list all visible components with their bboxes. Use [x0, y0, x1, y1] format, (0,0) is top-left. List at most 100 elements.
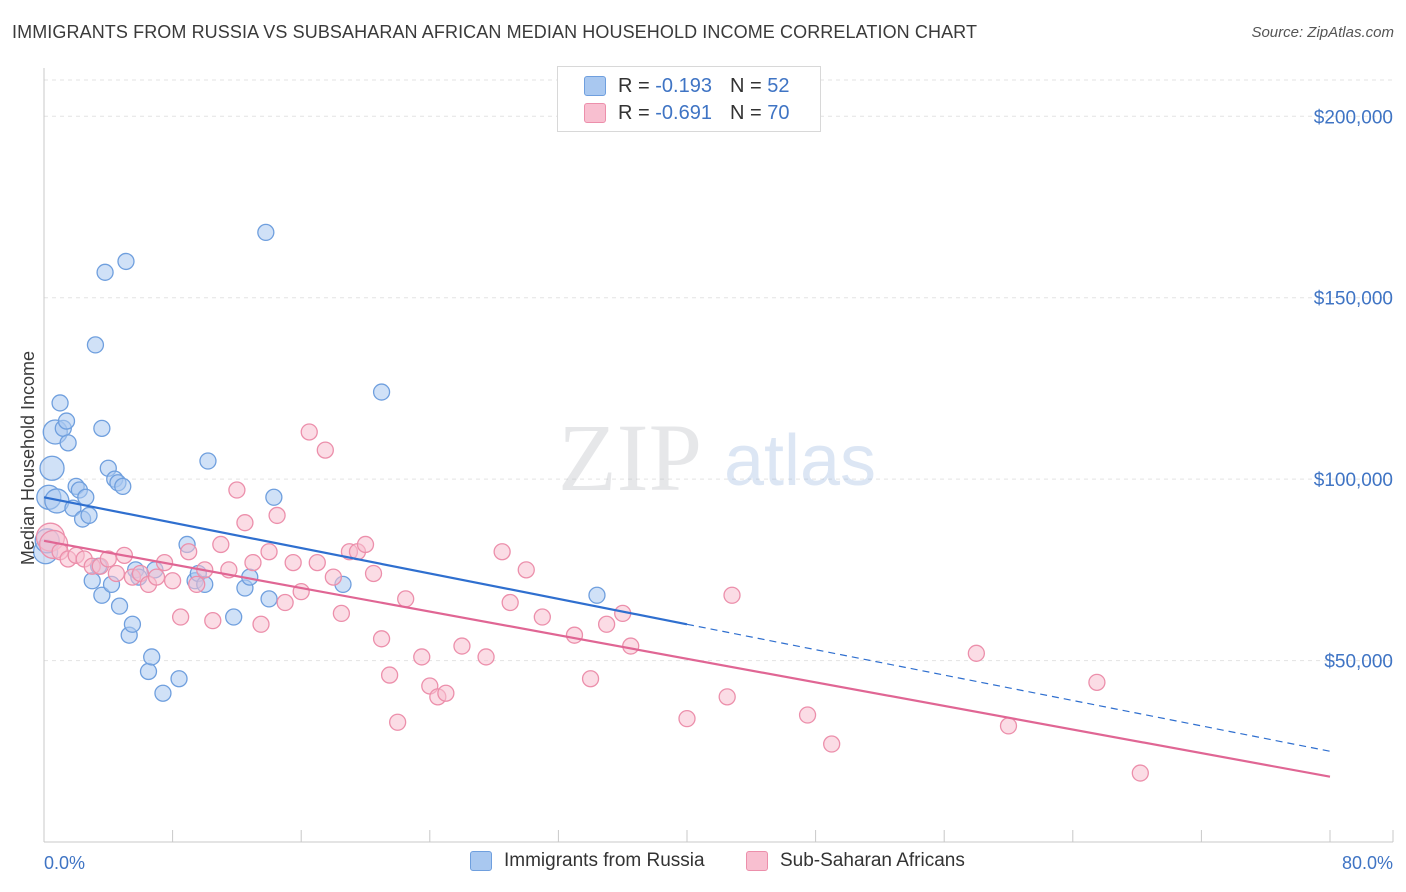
- point-africans: [380, 666, 399, 684]
- point-africans: [1088, 673, 1106, 691]
- point-africans: [388, 713, 407, 731]
- point-russia: [372, 383, 391, 401]
- point-africans: [501, 593, 519, 612]
- point-africans: [228, 481, 246, 499]
- legend-swatch-africans: [584, 103, 606, 123]
- y-tick-label: $200,000: [1314, 107, 1393, 128]
- x-tick-label-min: 0.0%: [44, 853, 85, 873]
- point-africans: [252, 615, 270, 633]
- point-russia: [257, 223, 275, 242]
- point-africans: [300, 423, 318, 441]
- trend-lines: [43, 496, 1331, 778]
- n-value: 52: [767, 74, 790, 97]
- r-label: R =: [618, 101, 650, 124]
- y-tick-label: $50,000: [1324, 652, 1393, 673]
- source-label: Source: ZipAtlas.com: [1251, 24, 1394, 41]
- point-russia: [86, 336, 105, 354]
- point-africans: [147, 568, 166, 586]
- point-russia: [588, 586, 606, 604]
- point-russia: [225, 608, 243, 626]
- legend-item-russia[interactable]: Immigrants from Russia: [470, 850, 705, 872]
- point-africans: [316, 441, 334, 459]
- tick-labels: $50,000 $100,000 $150,000 $200,000 0.0% 80.0%: [44, 107, 1393, 873]
- point-africans: [276, 593, 294, 612]
- point-africans: [188, 575, 206, 594]
- point-russia: [80, 506, 98, 525]
- point-africans: [581, 670, 600, 688]
- trend-line-africans: [43, 539, 1331, 778]
- point-russia: [96, 263, 114, 281]
- point-africans: [212, 535, 230, 554]
- point-africans: [308, 553, 326, 572]
- point-russia: [93, 419, 111, 437]
- point-russia: [154, 684, 172, 702]
- y-tick-label: $150,000: [1314, 289, 1393, 310]
- data-points: [32, 223, 1149, 782]
- n-value: 70: [767, 101, 790, 124]
- point-russia: [199, 452, 217, 470]
- point-russia: [83, 572, 101, 590]
- point-russia: [51, 394, 69, 412]
- point-africans: [260, 543, 278, 561]
- point-africans: [723, 586, 741, 604]
- r-value: -0.193: [655, 74, 712, 97]
- r-value: -0.691: [655, 101, 712, 124]
- trend-line-russia: [43, 496, 688, 626]
- watermark: ZIP atlas: [558, 404, 876, 511]
- point-russia: [139, 662, 158, 681]
- point-africans: [324, 568, 343, 586]
- point-africans: [163, 572, 182, 590]
- n-label: N =: [729, 101, 762, 124]
- point-africans: [180, 543, 198, 561]
- point-africans: [364, 564, 383, 583]
- point-russia: [123, 615, 142, 633]
- point-africans: [517, 561, 535, 579]
- point-africans: [493, 543, 511, 561]
- point-africans: [823, 735, 841, 753]
- point-africans: [967, 644, 985, 662]
- point-russia: [93, 586, 111, 604]
- point-africans: [268, 506, 286, 525]
- y-axis-label: Median Household Income: [18, 351, 38, 565]
- point-africans: [99, 550, 117, 568]
- point-africans: [565, 626, 584, 644]
- point-africans: [413, 648, 431, 666]
- chart-title: IMMIGRANTS FROM RUSSIA VS SUBSAHARAN AFR…: [12, 22, 978, 42]
- point-russia: [170, 670, 188, 688]
- correlation-legend: R = -0.193 N = 52 R = -0.691 N = 70: [557, 66, 821, 132]
- point-africans: [284, 553, 302, 572]
- point-africans: [356, 535, 375, 554]
- point-africans: [453, 637, 471, 655]
- point-russia: [117, 252, 135, 271]
- point-russia: [114, 477, 132, 496]
- x-tick-label-max: 80.0%: [1342, 853, 1393, 873]
- point-africans: [244, 553, 262, 572]
- legend-item-africans[interactable]: Sub-Saharan Africans: [746, 850, 965, 872]
- legend-label-africans: Sub-Saharan Africans: [780, 850, 965, 871]
- watermark-atlas: atlas: [724, 421, 876, 501]
- point-africans: [437, 684, 455, 702]
- point-africans: [999, 717, 1018, 735]
- point-africans: [718, 688, 736, 706]
- point-africans: [1131, 764, 1149, 782]
- point-russia: [57, 412, 76, 430]
- point-russia: [143, 648, 161, 666]
- r-label: R =: [618, 74, 650, 97]
- point-russia: [265, 488, 283, 506]
- point-africans: [204, 612, 222, 630]
- point-africans: [678, 709, 696, 728]
- point-africans: [622, 637, 640, 655]
- point-africans: [397, 590, 415, 608]
- point-russia: [110, 597, 129, 615]
- trend-line-russia-extension: [686, 623, 1331, 752]
- point-africans: [597, 615, 616, 633]
- y-tick-label: $100,000: [1314, 470, 1393, 491]
- legend-swatch-africans: [746, 851, 768, 871]
- point-africans: [477, 648, 495, 666]
- point-russia: [260, 590, 278, 608]
- n-label: N =: [729, 74, 762, 97]
- legend-row-russia: R = -0.193 N = 52: [584, 73, 789, 99]
- point-africans: [372, 630, 391, 648]
- legend-swatch-russia: [584, 76, 606, 96]
